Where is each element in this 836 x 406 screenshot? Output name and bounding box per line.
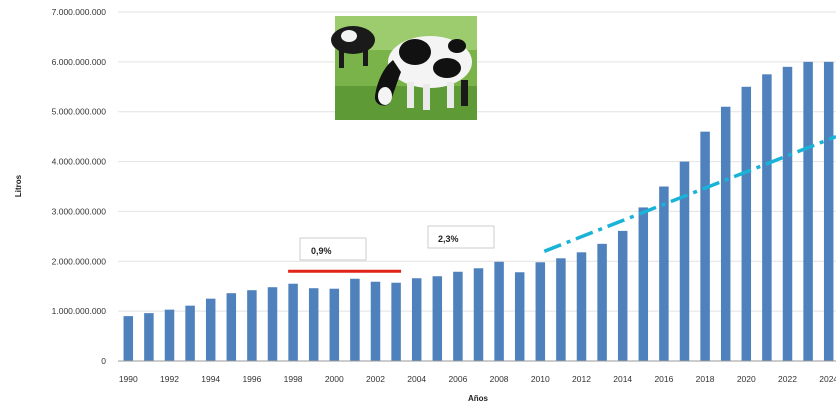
- y-tick-label: 6.000.000.000: [52, 57, 107, 67]
- bar-2020: [741, 86, 752, 362]
- x-axis-title: Años: [468, 394, 489, 403]
- x-tick-label: 2018: [696, 374, 715, 384]
- bar-2005: [432, 276, 443, 361]
- y-tick-label: 1.000.000.000: [52, 306, 107, 316]
- bar-2000: [329, 288, 340, 361]
- y-axis-title: Litros: [14, 174, 23, 197]
- y-tick-label: 4.000.000.000: [52, 157, 107, 167]
- x-tick-label: 2014: [613, 374, 632, 384]
- bar-2023: [803, 61, 813, 361]
- annotation-label-1: 0,9%: [311, 246, 332, 256]
- x-tick-label: 2016: [654, 374, 673, 384]
- bar-2011: [556, 258, 566, 361]
- x-tick-label: 2008: [490, 374, 509, 384]
- bar-2002: [370, 281, 381, 361]
- x-tick-label: 1998: [284, 374, 303, 384]
- bar-2013: [597, 243, 607, 361]
- bar-1991: [144, 313, 154, 361]
- bar-1997: [267, 287, 278, 361]
- bar-2016: [659, 186, 669, 361]
- bar-2022: [782, 66, 793, 361]
- bar-2008: [494, 261, 504, 361]
- y-tick-label: 5.000.000.000: [52, 107, 107, 117]
- x-tick-label: 2004: [407, 374, 426, 384]
- y-axis-ticks: 0 1.000.000.000 2.000.000.000 3.000.000.000…: [52, 7, 107, 366]
- x-tick-label: 2020: [737, 374, 756, 384]
- x-tick-label: 2022: [778, 374, 797, 384]
- bar-2009: [514, 272, 525, 361]
- bar-2018: [700, 131, 710, 361]
- x-tick-label: 2000: [325, 374, 344, 384]
- x-tick-label: 2006: [448, 374, 467, 384]
- x-tick-label: 2024: [819, 374, 836, 384]
- bar-1993: [185, 305, 195, 361]
- x-tick-label: 1992: [160, 374, 179, 384]
- bar-1995: [226, 293, 237, 361]
- bar-2012: [576, 252, 587, 361]
- bar-2007: [473, 268, 484, 361]
- bar-1994: [205, 298, 216, 361]
- bar-2010: [535, 262, 546, 361]
- x-tick-label: 1996: [242, 374, 261, 384]
- annotation-box-2: 2,3%: [427, 225, 495, 249]
- y-tick-label: 0: [101, 356, 106, 366]
- cow-photo: [331, 16, 477, 120]
- bar-1999: [308, 288, 319, 361]
- y-tick-label: 2.000.000.000: [52, 256, 107, 266]
- bar-2015: [638, 207, 649, 361]
- bar-2006: [453, 271, 463, 361]
- bar-2017: [679, 161, 690, 361]
- x-tick-label: 1990: [119, 374, 138, 384]
- bar-2019: [720, 106, 731, 361]
- x-tick-label: 2002: [366, 374, 385, 384]
- x-tick-label: 2012: [572, 374, 591, 384]
- bar-2001: [350, 278, 360, 361]
- bars: [123, 61, 834, 362]
- trend-lines: [288, 135, 836, 273]
- bar-1990: [123, 316, 134, 361]
- bar-2004: [411, 278, 422, 361]
- bar-1996: [247, 290, 257, 361]
- bar-2021: [762, 74, 772, 362]
- x-axis-ticks: 1990 1992 1994 1996 1998 2000 2002 2004 2006 2008…: [119, 374, 836, 384]
- bar-2014: [617, 230, 628, 361]
- x-tick-label: 1994: [201, 374, 220, 384]
- annotation-label-2: 2,3%: [438, 234, 459, 244]
- y-tick-label: 7.000.000.000: [52, 7, 107, 17]
- bar-1998: [288, 283, 298, 361]
- x-tick-label: 2010: [531, 374, 550, 384]
- bar-2024: [823, 61, 834, 361]
- y-tick-label: 3.000.000.000: [52, 206, 107, 216]
- bar-2003: [391, 282, 401, 361]
- annotation-box-1: 0,9%: [299, 237, 367, 261]
- bar-1992: [164, 309, 175, 361]
